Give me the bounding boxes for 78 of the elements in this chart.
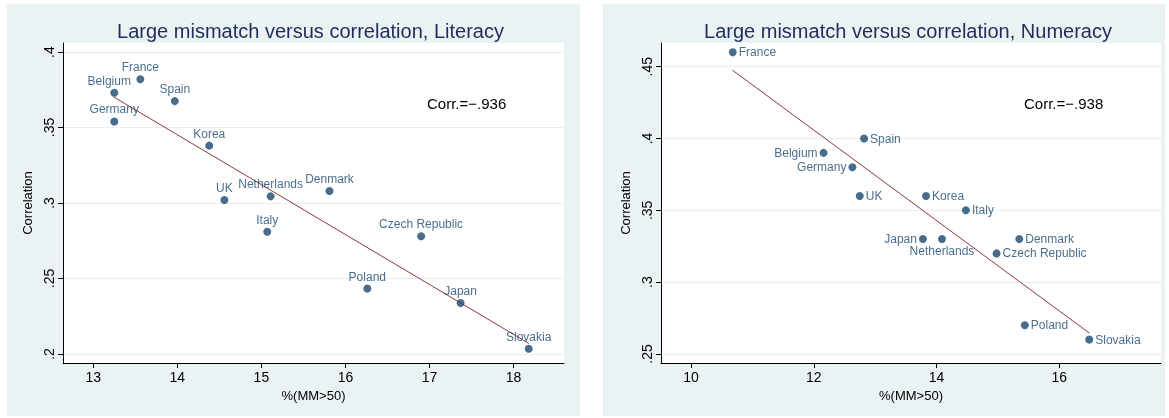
series-label: Czech Republic (379, 217, 464, 232)
series-label: Japan (444, 283, 477, 298)
point (918, 235, 927, 244)
point (170, 97, 179, 106)
y-tick-label: .25 (41, 268, 57, 289)
y-tick-label: .3 (41, 196, 57, 209)
point (220, 195, 229, 204)
y-axis-title: Correlation (20, 171, 36, 235)
point (922, 191, 931, 200)
point (136, 75, 145, 84)
point (848, 163, 857, 172)
point (992, 249, 1001, 258)
y-tick-label: .25 (639, 344, 655, 364)
point (855, 191, 864, 200)
x-tick-label: 10 (683, 369, 700, 385)
series-label: UK (865, 188, 883, 203)
point (266, 192, 275, 201)
point (417, 232, 426, 241)
point (860, 134, 869, 143)
y-tick-label: .35 (639, 200, 655, 221)
y-tick-label: .45 (639, 56, 655, 77)
series-label: Korea (193, 126, 226, 141)
point (1015, 235, 1024, 244)
series-label: UK (216, 180, 233, 195)
point (937, 235, 946, 244)
annotation: Corr.=−.938 (1024, 95, 1104, 112)
x-axis-title: %(MM>50) (879, 387, 943, 403)
x-tick-label: 13 (85, 369, 102, 385)
series-label: Slovakia (1095, 332, 1141, 347)
series-label: Spain (159, 82, 191, 97)
point (524, 344, 533, 353)
point (456, 298, 465, 307)
series-label: Poland (348, 269, 386, 284)
x-tick-label: 12 (805, 369, 822, 385)
point (961, 206, 970, 215)
point (263, 227, 272, 236)
x-tick-label: 15 (253, 369, 270, 385)
x-tick-label: 17 (421, 369, 438, 385)
point (110, 88, 119, 97)
series-label: France (121, 60, 160, 75)
y-tick-label: .3 (639, 276, 655, 288)
x-tick-label: 18 (505, 369, 522, 385)
series-label: Poland (1030, 318, 1069, 333)
series-label: Belgium (774, 145, 818, 160)
chart-title: Large mismatch versus correlation, Literacy (117, 20, 504, 42)
series-label: Czech Republic (1002, 246, 1087, 261)
series-label: France (738, 45, 777, 60)
y-tick-label: .35 (41, 117, 57, 138)
point (325, 186, 334, 195)
point (728, 48, 737, 57)
series-label: Denmark (1025, 232, 1075, 247)
point (1085, 335, 1094, 344)
point (1020, 321, 1029, 330)
y-axis-title: Correlation (618, 171, 634, 235)
point (205, 141, 214, 150)
series-label: Italy (971, 203, 994, 218)
series-label: Denmark (305, 171, 355, 186)
x-tick-label: 14 (169, 369, 186, 385)
x-tick-label: 16 (337, 369, 354, 385)
y-tick-label: .2 (41, 347, 57, 360)
annotation: Corr.=−.936 (427, 95, 507, 112)
x-axis-title: %(MM>50) (281, 387, 346, 403)
series-label: Netherlands (909, 244, 975, 259)
series-label: Italy (256, 212, 279, 227)
x-tick-label: 14 (928, 369, 945, 385)
series-label: Germany (89, 102, 139, 117)
chart-title: Large mismatch versus correlation, Numeracy (704, 20, 1112, 42)
series-label: Germany (797, 160, 847, 175)
series-label: Japan (884, 232, 917, 247)
series-label: Korea (932, 188, 965, 203)
series-label: Belgium (87, 73, 131, 88)
y-tick-label: .4 (41, 46, 57, 58)
point (363, 284, 372, 293)
y-tick-label: .4 (639, 132, 655, 145)
point (110, 117, 119, 126)
point (819, 148, 828, 157)
series-label: Spain (870, 131, 901, 146)
x-tick-label: 16 (1051, 369, 1068, 385)
